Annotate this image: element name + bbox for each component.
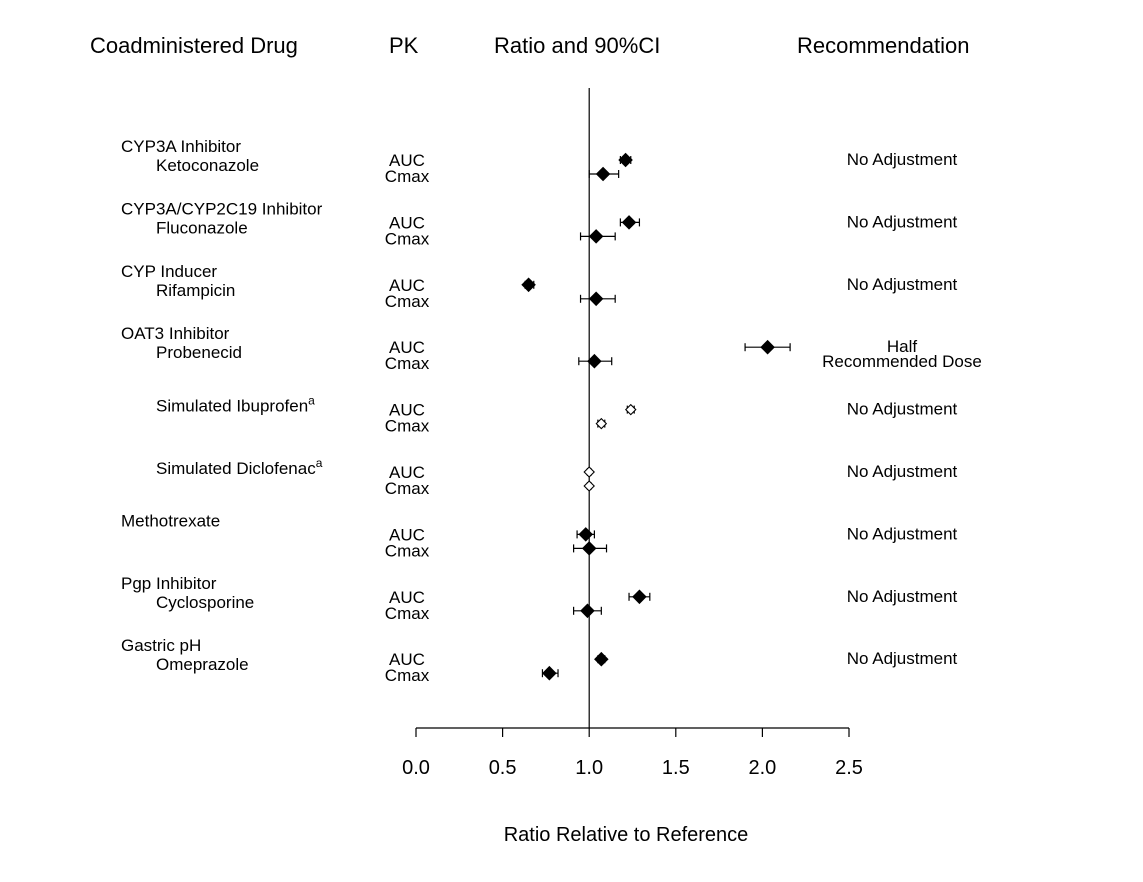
drug-name-label: Simulated Ibuprofena [156,394,315,416]
header-recommendation: Recommendation [797,33,969,58]
header-pk: PK [389,33,419,58]
drug-superscript: a [308,394,315,408]
pk-param-label: AUC [389,588,425,607]
ratio-point-filled [760,339,775,355]
ratio-point-filled [578,527,594,542]
ratio-point-open [595,417,608,430]
ratio-point-filled [594,651,609,667]
x-tick-label: 1.5 [662,757,690,779]
pk-param-label: Cmax [385,417,430,436]
pk-param-label: AUC [389,463,425,482]
pk-param-label: Cmax [385,292,430,311]
drug-category-label: OAT3 Inhibitor [121,324,230,343]
drug-name-label: Fluconazole [156,218,248,237]
recommendation-text: No Adjustment [847,649,958,668]
x-tick-label: 2.0 [748,757,776,779]
pk-param-label: AUC [389,525,425,544]
ratio-point-filled [580,603,595,619]
ratio-point-filled [632,589,647,605]
drug-name-label: Ketoconazole [156,156,259,175]
ratio-point-filled [621,215,637,230]
drug-name-label: Simulated Diclofenaca [156,456,323,478]
pk-param-label: AUC [389,213,425,232]
ratio-point-open [583,466,595,478]
pk-param-label: Cmax [385,604,430,623]
ratio-point-open [583,480,595,492]
header-coadministered-drug: Coadministered Drug [90,33,298,58]
pk-param-label: AUC [389,338,425,357]
drug-name-label: Cyclosporine [156,593,254,612]
x-axis-label: Ratio Relative to Reference [504,824,749,846]
pk-param-label: AUC [389,151,425,170]
x-tick-label: 2.5 [835,757,863,779]
header-ratio-ci: Ratio and 90%CI [494,33,660,58]
pk-param-label: Cmax [385,479,430,498]
x-tick-label: 0.0 [402,757,430,779]
pk-param-label: Cmax [385,229,430,248]
recommendation-text: No Adjustment [847,400,958,419]
recommendation-text: No Adjustment [847,462,958,481]
recommendation-text: Recommended Dose [822,352,982,371]
pk-param-label: AUC [389,650,425,669]
pk-param-label: Cmax [385,167,430,186]
ratio-point-filled [618,152,633,168]
pk-param-label: Cmax [385,541,430,560]
pk-param-label: Cmax [385,666,430,685]
drug-category-label: CYP3A Inhibitor [121,137,241,156]
recommendation-text: No Adjustment [847,524,958,543]
ratio-point-filled [587,353,602,369]
drug-superscript: a [316,456,323,470]
ratio-point-filled [521,277,536,293]
ratio-point-filled [588,291,604,307]
drug-name-label: Probenecid [156,343,242,362]
ratio-point-filled [581,541,597,556]
recommendation-text: No Adjustment [847,587,958,606]
recommendation-text: Half [887,337,918,356]
pk-param-label: Cmax [385,354,430,373]
drug-category-label: Pgp Inhibitor [121,574,217,593]
drug-name-label: Omeprazole [156,655,249,674]
pk-param-label: AUC [389,401,425,420]
recommendation-text: No Adjustment [847,150,958,169]
drug-category-label: CYP Inducer [121,262,217,281]
x-tick-label: 0.5 [489,757,517,779]
ratio-point-filled [595,166,611,182]
drug-category-label: Gastric pH [121,636,201,655]
drug-category-label: CYP3A/CYP2C19 Inhibitor [121,199,323,218]
recommendation-text: No Adjustment [847,212,958,231]
ratio-point-filled [588,229,604,244]
recommendation-text: No Adjustment [847,275,958,294]
drug-name-label: Rifampicin [156,281,235,300]
pk-param-label: AUC [389,276,425,295]
x-tick-label: 1.0 [575,757,603,779]
ratio-point-filled [542,665,557,681]
ratio-point-open [624,403,637,416]
drug-category-label: Methotrexate [121,511,220,530]
